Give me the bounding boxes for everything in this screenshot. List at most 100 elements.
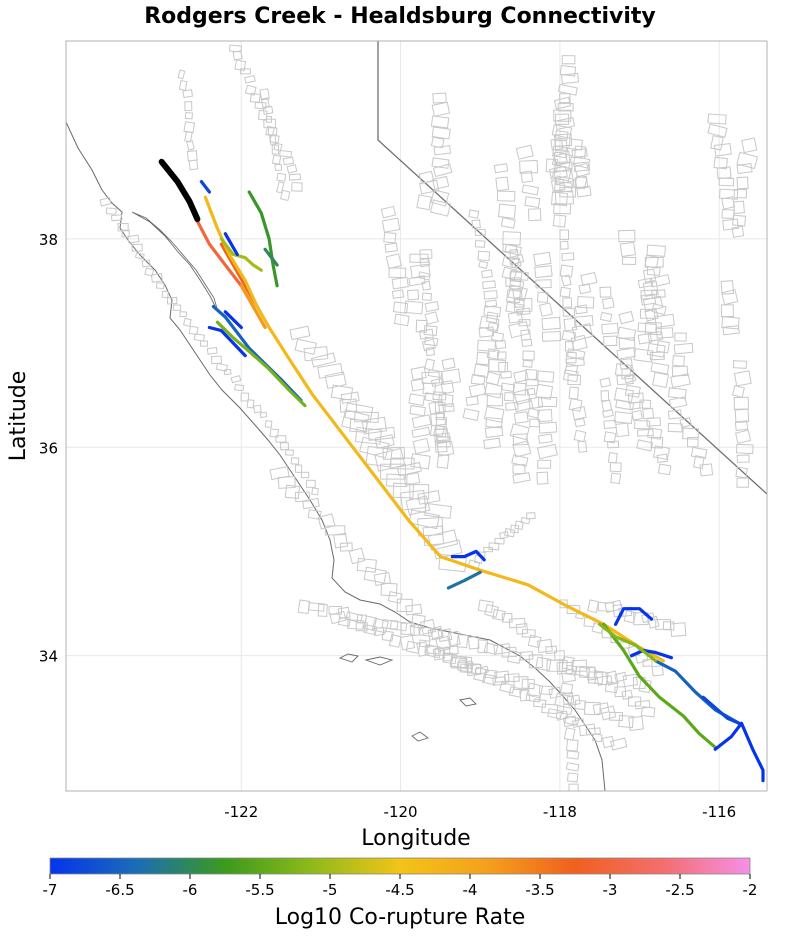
fault-patch: [199, 340, 209, 347]
fault-patch: [412, 437, 431, 455]
fault-patch: [637, 322, 657, 334]
fault-patch: [654, 313, 675, 329]
fault-patch: [456, 633, 469, 649]
fault-patch: [356, 557, 377, 573]
fault-patch: [468, 382, 487, 398]
fault-patch: [373, 571, 392, 587]
fault-patch: [514, 298, 525, 308]
fault-patch: [265, 116, 273, 123]
fault-patch: [736, 176, 749, 190]
fault-patch: [432, 391, 447, 401]
fault-patch: [599, 286, 612, 298]
fault-patch: [631, 409, 643, 421]
fault-patch: [179, 311, 188, 318]
fault-patch: [405, 640, 421, 654]
fault-patch: [188, 159, 199, 171]
fault-patch: [670, 622, 687, 637]
fault-patch: [317, 362, 344, 379]
fault-patch: [381, 217, 401, 233]
fault-patch: [567, 374, 582, 386]
fault-patch: [424, 300, 440, 313]
fault-patch: [430, 378, 444, 388]
fault-patch: [420, 618, 437, 635]
fault-patch: [574, 304, 588, 315]
fault-patch: [656, 327, 674, 339]
fault-patch: [562, 307, 576, 317]
island: [364, 656, 394, 666]
fault-patch: [117, 222, 129, 232]
fault-patch: [502, 231, 522, 246]
fault-patch: [650, 362, 670, 375]
fault-patch: [385, 253, 403, 270]
fault-patch: [733, 370, 752, 387]
fault-patch: [510, 257, 522, 269]
y-tick-label: 38: [39, 231, 58, 249]
fault-section: [199, 180, 211, 194]
fault-section: [713, 721, 765, 783]
fault-patch: [699, 463, 714, 477]
fault-patch: [525, 378, 539, 387]
fault-patch: [736, 477, 749, 488]
fault-patch: [722, 218, 739, 231]
source-fault: [158, 158, 201, 223]
fault-patch: [674, 332, 687, 342]
fault-patch: [418, 639, 431, 648]
fault-patch: [388, 634, 402, 648]
fault-patch: [424, 502, 452, 519]
fault-patch: [639, 399, 652, 409]
fault-patch: [520, 170, 534, 183]
fault-patch: [340, 391, 360, 404]
x-tick-label: -118: [543, 803, 577, 821]
fault-patch: [521, 338, 533, 347]
fault-patch: [536, 291, 549, 303]
fault-patch: [565, 762, 580, 772]
fault-patch: [405, 495, 431, 516]
fault-patch: [621, 368, 634, 380]
fault-patch: [484, 603, 500, 618]
fault-patch: [554, 130, 569, 140]
fault-patch: [317, 603, 328, 617]
fault-patch: [474, 228, 486, 237]
fault-patch: [317, 513, 336, 530]
x-axis-ticks: -122 -120 -118 -116: [224, 803, 736, 821]
fault-patch: [400, 622, 415, 635]
fault-patch: [507, 311, 524, 324]
fault-patch: [615, 422, 630, 438]
fault-patch: [424, 644, 442, 659]
fault-patch: [232, 50, 243, 61]
fault-patch: [99, 197, 112, 207]
fault-patch: [188, 325, 199, 336]
fault-patch: [432, 539, 463, 560]
fault-patch: [649, 351, 665, 361]
x-tick-label: -120: [384, 803, 418, 821]
fault-patch: [310, 352, 337, 368]
fault-patch: [741, 137, 758, 154]
fault-patch: [667, 387, 687, 400]
fault-patch: [601, 297, 615, 310]
fault-patch: [718, 188, 739, 200]
y-axis-ticks: 34 36 38: [39, 231, 58, 666]
fault-patch: [486, 311, 499, 324]
fault-patch: [477, 339, 496, 352]
fault-patch: [516, 307, 531, 316]
fault-patch: [409, 624, 420, 637]
fault-patch: [419, 257, 431, 268]
fault-patch: [483, 437, 501, 450]
fault-patch: [410, 366, 427, 381]
fault-patch: [240, 392, 250, 402]
fault-patch: [647, 615, 660, 629]
fault-patch: [483, 405, 505, 423]
fault-patch: [707, 113, 727, 125]
fault-patch: [566, 604, 581, 615]
fault-patch: [568, 783, 579, 791]
fault-patch: [184, 101, 193, 112]
fault-section: [598, 622, 658, 663]
fault-patch: [561, 252, 575, 262]
fault-patch: [621, 689, 634, 700]
fault-patch: [526, 387, 536, 396]
fault-patch: [388, 267, 407, 279]
y-tick-label: 34: [39, 648, 58, 666]
fault-patch: [371, 617, 389, 634]
fault-patch: [305, 479, 316, 488]
fault-patch: [512, 287, 523, 299]
